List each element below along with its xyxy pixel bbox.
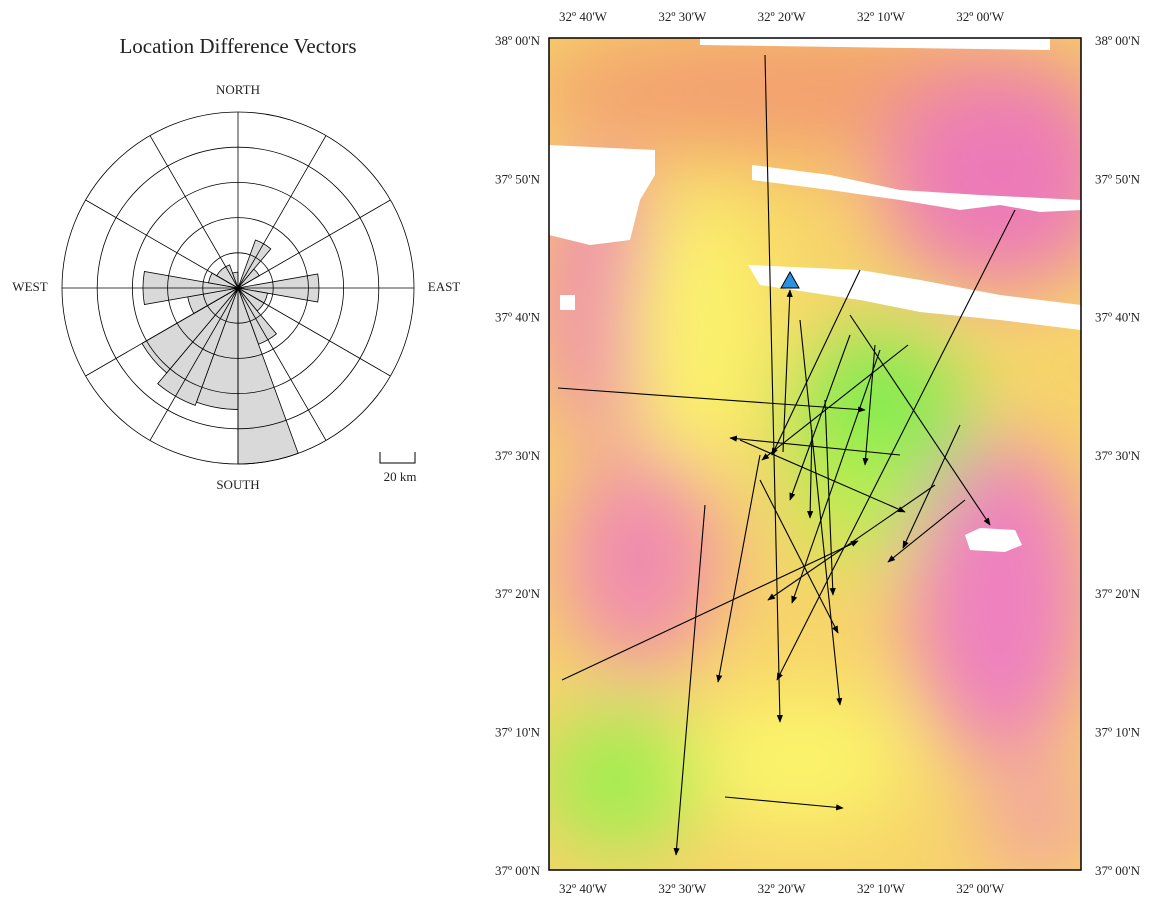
lat-label-right: 37º 10'N [1095, 724, 1141, 739]
rose-spoke [149, 135, 239, 289]
difference-vectors [557, 54, 1016, 856]
lon-label-top: 32º 10'W [857, 9, 906, 24]
lon-label-top: 32º 30'W [658, 9, 707, 24]
station-marker [780, 270, 800, 289]
lon-label-bottom: 32º 40'W [559, 881, 608, 896]
rose-spoke [85, 287, 239, 377]
rose-spoke [237, 135, 327, 289]
rose-spoke [237, 287, 391, 377]
lat-label-left: 37º 40'N [495, 310, 541, 325]
lat-label-left: 37º 10'N [495, 724, 541, 739]
lon-label-top: 32º 40'W [559, 9, 608, 24]
lat-label-right: 37º 40'N [1095, 310, 1141, 325]
north-label: NORTH [216, 82, 260, 97]
lon-label-top: 32º 00'W [956, 9, 1005, 24]
lat-label-left: 38º 00'N [495, 33, 541, 48]
lon-label-bottom: 32º 30'W [658, 881, 707, 896]
rose-diagram [61, 111, 415, 465]
lat-label-right: 37º 00'N [1095, 863, 1141, 878]
lat-label-right: 37º 30'N [1095, 448, 1141, 463]
rose-spoke [237, 287, 327, 441]
lat-label-right: 37º 50'N [1095, 171, 1141, 186]
lat-label-right: 38º 00'N [1095, 33, 1141, 48]
lon-label-top: 32º 20'W [758, 9, 807, 24]
rose-spoke [237, 199, 391, 289]
lon-label-bottom: 32º 20'W [758, 881, 807, 896]
rose-petal [237, 239, 272, 289]
south-label: SOUTH [216, 477, 259, 492]
lon-label-bottom: 32º 10'W [857, 881, 906, 896]
scale-label: 20 km [384, 469, 417, 484]
lat-label-right: 37º 20'N [1095, 586, 1141, 601]
lat-label-left: 37º 50'N [495, 171, 541, 186]
rose-spoke [149, 287, 239, 441]
scale-bar [379, 452, 416, 464]
rose-spoke [85, 199, 239, 289]
map-frame [548, 37, 1082, 871]
east-label: EAST [428, 279, 461, 294]
lat-label-left: 37º 00'N [495, 863, 541, 878]
west-label: WEST [12, 279, 47, 294]
lat-label-left: 37º 20'N [495, 586, 541, 601]
rose-title: Location Difference Vectors [119, 34, 356, 58]
relief-map [549, 38, 1081, 870]
lon-label-bottom: 32º 00'W [956, 881, 1005, 896]
map-labels: 32º 40'W 32º 40'W 32º 30'W 32º 30'W 32º 20'W… [495, 9, 1141, 896]
lat-label-left: 37º 30'N [495, 448, 541, 463]
